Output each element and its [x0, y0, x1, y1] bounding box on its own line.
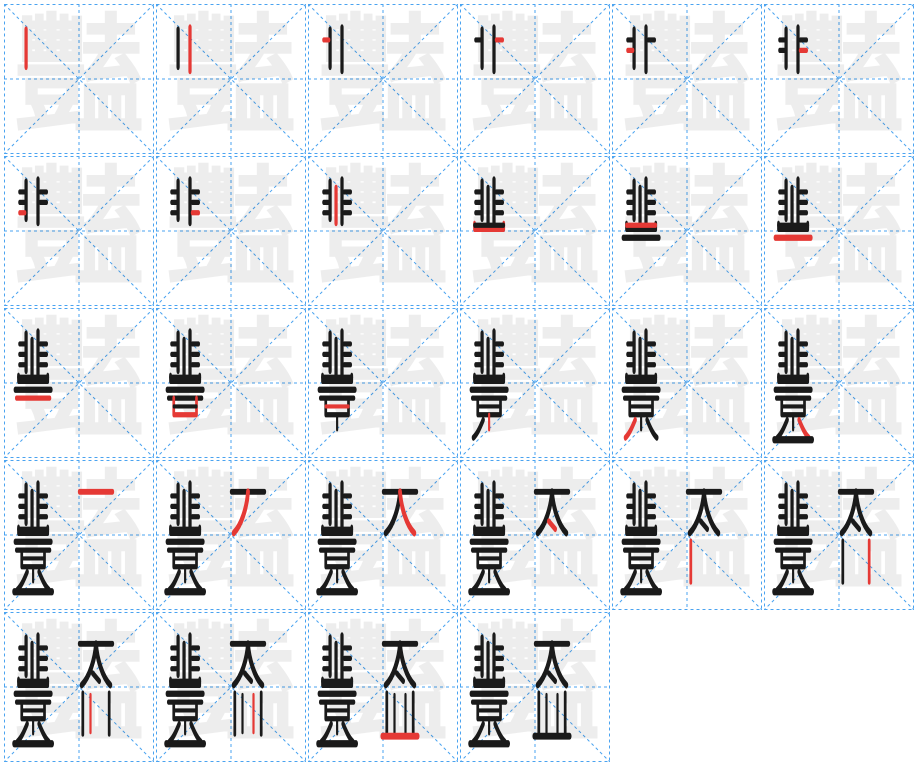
stroke-overlay: [12, 620, 146, 754]
stroke-overlay: [772, 164, 906, 298]
stroke-overlay: [468, 468, 602, 602]
stroke-step-cell: 豔: [764, 460, 914, 610]
stroke-step-cell: 豔: [4, 156, 154, 306]
stroke-overlay: [468, 12, 602, 146]
stroke-step-cell: 豔: [156, 308, 306, 458]
stroke-overlay: [164, 164, 298, 298]
stroke-overlay: [12, 12, 146, 146]
stroke-overlay: [12, 164, 146, 298]
stroke-overlay: [164, 620, 298, 754]
stroke-step-cell: 豔: [460, 4, 610, 154]
stroke-step-cell: 豔: [4, 4, 154, 154]
stroke-overlay: [316, 620, 450, 754]
stroke-step-cell: 豔: [612, 4, 762, 154]
stroke-step-cell: 豔: [308, 4, 458, 154]
stroke-overlay: [12, 316, 146, 450]
stroke-step-cell: 豔: [156, 4, 306, 154]
stroke-step-cell: 豔: [460, 612, 610, 762]
stroke-overlay: [620, 316, 754, 450]
stroke-step-cell: 豔: [764, 156, 914, 306]
stroke-overlay: [620, 164, 754, 298]
stroke-overlay: [468, 316, 602, 450]
stroke-overlay: [316, 316, 450, 450]
stroke-overlay: [12, 468, 146, 602]
stroke-overlay: [164, 468, 298, 602]
stroke-step-cell: 豔: [764, 308, 914, 458]
stroke-step-cell: 豔: [308, 308, 458, 458]
stroke-step-cell: 豔: [308, 460, 458, 610]
stroke-overlay: [316, 12, 450, 146]
stroke-step-cell: 豔: [612, 156, 762, 306]
stroke-step-cell: 豔: [4, 612, 154, 762]
stroke-step-cell: 豔: [156, 460, 306, 610]
stroke-step-cell: 豔: [156, 156, 306, 306]
stroke-overlay: [468, 620, 602, 754]
stroke-step-cell: 豔: [764, 4, 914, 154]
stroke-overlay: [772, 468, 906, 602]
stroke-overlay: [620, 468, 754, 602]
stroke-step-cell: 豔: [612, 308, 762, 458]
stroke-overlay: [164, 12, 298, 146]
stroke-step-cell: 豔: [460, 156, 610, 306]
stroke-step-cell: 豔: [308, 156, 458, 306]
stroke-step-cell: 豔: [460, 460, 610, 610]
stroke-step-cell: 豔: [4, 308, 154, 458]
stroke-overlay: [620, 12, 754, 146]
stroke-overlay: [772, 12, 906, 146]
stroke-overlay: [316, 468, 450, 602]
stroke-order-grid: 豔 豔 豔 豔 豔 豔 豔: [4, 4, 911, 762]
stroke-overlay: [468, 164, 602, 298]
stroke-step-cell: 豔: [612, 460, 762, 610]
stroke-overlay: [164, 316, 298, 450]
stroke-overlay: [316, 164, 450, 298]
stroke-step-cell: 豔: [460, 308, 610, 458]
stroke-overlay: [772, 316, 906, 450]
stroke-step-cell: 豔: [4, 460, 154, 610]
stroke-step-cell: 豔: [156, 612, 306, 762]
stroke-step-cell: 豔: [308, 612, 458, 762]
